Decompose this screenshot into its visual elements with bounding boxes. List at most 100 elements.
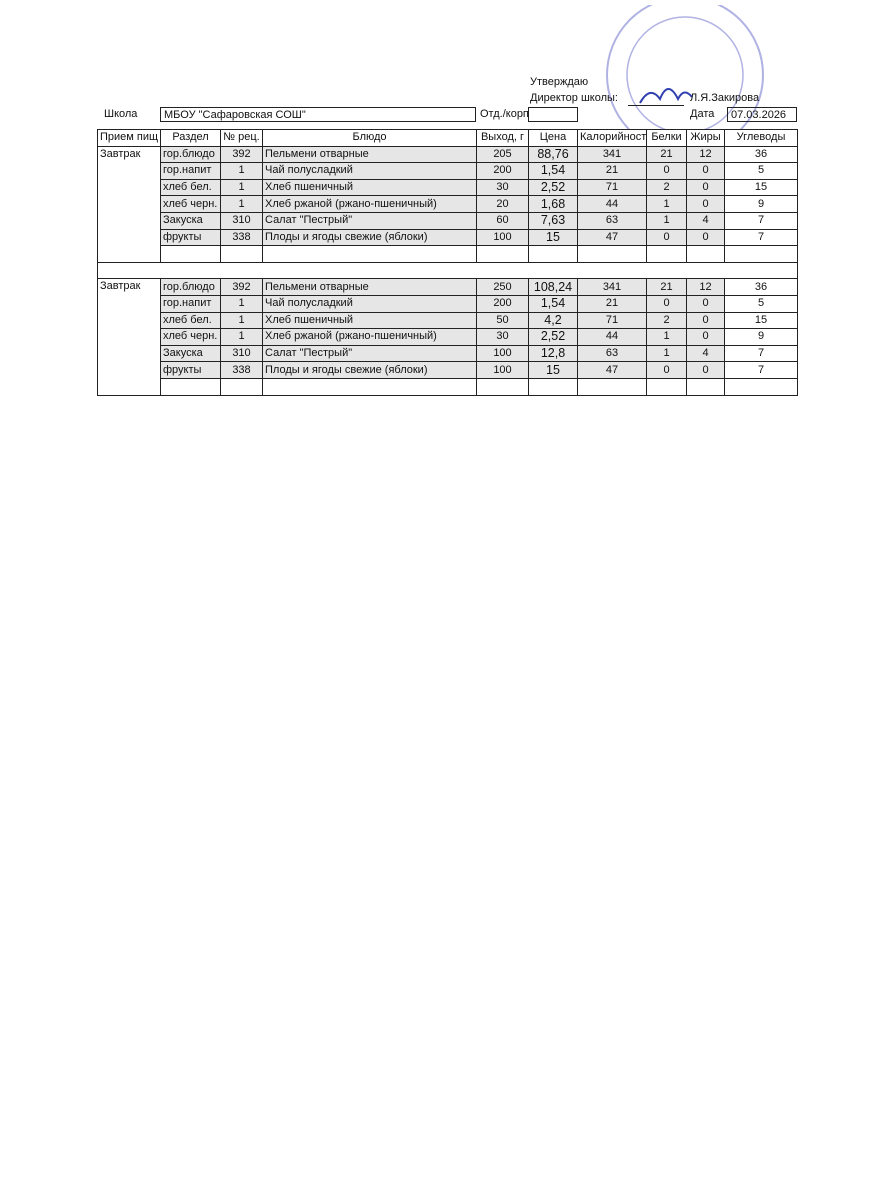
cell: Хлеб ржаной (ржано-пшеничный) [262,328,477,346]
header-row: Прием пищ Раздел № рец. Блюдо Выход, г Цена Ка… [97,129,798,147]
cell: фрукты [160,361,221,379]
cell: 9 [724,195,798,213]
cell: 310 [220,344,263,363]
cell: 7 [724,228,798,247]
empty-cell [476,377,529,396]
signature-line [628,105,684,106]
cell: гор.блюдо [160,278,221,296]
cell: 0 [646,361,687,379]
cell: гор.блюдо [160,145,221,164]
dept-label: Отд./корп [480,108,529,120]
column-header: Калорийност [577,129,647,147]
empty-cell [646,377,687,396]
cell: 7 [724,344,798,363]
cell: 0 [646,228,687,247]
menu-row: хлеб бел. 1 Хлеб пшеничный 50 4,2 71 2 0 15 [98,311,798,330]
column-header: Углеводы [724,129,798,147]
cell: Пельмени отварные [262,145,477,164]
cell: 0 [686,361,725,379]
cell: 2 [646,311,687,330]
cell: 338 [220,361,263,379]
cell: 12 [686,278,725,296]
empty-cell [220,377,263,396]
cell: 2,52 [528,328,578,346]
cell: 15 [724,311,798,330]
cell: 30 [476,178,529,197]
cell: 200 [476,294,529,313]
school-label: Школа [104,108,138,120]
cell: 71 [577,178,647,197]
cell: 7 [724,361,798,379]
empty-cell [160,245,221,263]
cell: 21 [577,294,647,313]
cell: 15 [724,178,798,197]
cell: 1,54 [528,294,578,313]
cell: 1,54 [528,162,578,180]
cell: хлеб бел. [160,311,221,330]
cell: 0 [686,228,725,247]
menu-row: гор.напит 1 Чай полусладкий 200 1,54 21 0 0 5 [98,162,798,180]
date: 07.03.2026 [727,107,797,122]
cell: 21 [577,162,647,180]
empty-cell [686,245,725,263]
cell: 12,8 [528,344,578,363]
cell: 7,63 [528,211,578,230]
column-header: № рец. [220,129,263,147]
column-header: Прием пищ [97,129,161,147]
cell: Плоды и ягоды свежие (яблоки) [262,361,477,379]
cell: 0 [686,311,725,330]
cell: 63 [577,211,647,230]
empty-cell [528,245,578,263]
cell: 0 [686,328,725,346]
cell: Чай полусладкий [262,294,477,313]
cell: 1 [220,294,263,313]
empty-cell [220,245,263,263]
empty-cell [686,377,725,396]
cell: 2 [646,178,687,197]
empty-cell [724,377,798,396]
dept-box [528,107,578,122]
cell: 50 [476,311,529,330]
cell: гор.напит [160,294,221,313]
cell: 1 [220,311,263,330]
menu-row: Закуска 310 Салат "Пестрый" 100 12,8 63 1 4 7 [98,344,798,363]
column-header: Жиры [686,129,725,147]
cell: 1 [646,344,687,363]
empty-cell [476,245,529,263]
cell: 71 [577,311,647,330]
menu-row: хлеб черн. 1 Хлеб ржаной (ржано-пшеничный)… [98,195,798,213]
empty-row [98,245,798,263]
cell: Хлеб пшеничный [262,311,477,330]
cell: 5 [724,162,798,180]
menu-row: хлеб бел. 1 Хлеб пшеничный 30 2,52 71 2 0 15 [98,178,798,197]
cell: фрукты [160,228,221,247]
cell: 12 [686,145,725,164]
cell: Хлеб пшеничный [262,178,477,197]
school: МБОУ "Сафаровская СОШ" [160,107,476,122]
stamp [606,5,764,145]
cell: 21 [646,278,687,296]
cell: 44 [577,328,647,346]
menu-row: Завтрак гор.блюдо 392 Пельмени отварные 205 8… [97,145,798,263]
cell: 0 [686,178,725,197]
cell: 1 [646,328,687,346]
cell: 1 [220,328,263,346]
cell: гор.напит [160,162,221,180]
menu-table: Прием пищ Раздел № рец. Блюдо Выход, г Цена Ка… [97,129,798,396]
column-header: Раздел [160,129,221,147]
empty-cell [262,245,477,263]
cell: 200 [476,162,529,180]
column-header: Блюдо [262,129,477,147]
cell: Закуска [160,211,221,230]
empty-cell [160,377,221,396]
approve: Утверждаю [530,76,589,88]
cell: 21 [646,145,687,164]
cell: 0 [646,294,687,313]
cell: 47 [577,361,647,379]
cell: хлеб бел. [160,178,221,197]
cell: 0 [686,195,725,213]
cell: 1,68 [528,195,578,213]
menu-row: фрукты 338 Плоды и ягоды свежие (яблоки) 10… [98,361,798,379]
spacer-row [97,261,798,280]
